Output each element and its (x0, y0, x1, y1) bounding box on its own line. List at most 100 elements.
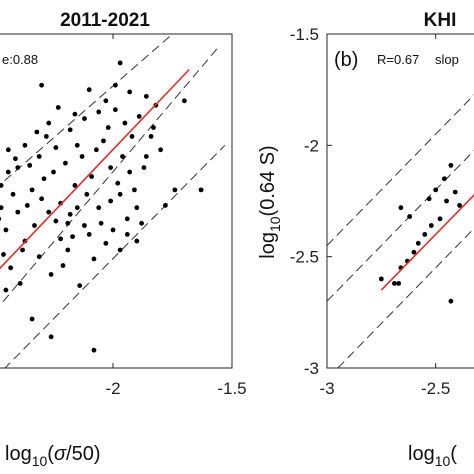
data-point-a-62 (86, 87, 92, 93)
data-point-a-82 (5, 147, 11, 153)
data-point-b-5 (411, 249, 417, 255)
data-point-a-79 (124, 232, 130, 237)
fit-line-b (380, 193, 474, 291)
data-point-a-76 (96, 205, 102, 211)
data-point-a-6 (58, 236, 64, 242)
x-tick-label-b-1: -3 (319, 379, 334, 398)
reference-line-b-2 (337, 227, 474, 368)
data-point-a-58 (143, 93, 149, 99)
data-point-a-51 (129, 134, 135, 139)
annotation-r-b: R=0.67 (377, 52, 419, 67)
reference-line-a-3 (4, 144, 226, 368)
data-point-a-7 (65, 247, 71, 253)
data-point-a-89 (86, 232, 92, 237)
data-point-a-37 (110, 227, 116, 233)
data-point-a-67 (22, 142, 28, 148)
data-point-a-72 (36, 254, 42, 260)
data-point-a-2 (8, 265, 14, 271)
data-point-b-16 (448, 162, 454, 168)
scatter-panel-a: 2011-2021 e:0.88 -2 -1.5 log10(σ/50) (0, 10, 247, 469)
data-point-a-21 (79, 154, 85, 159)
annotation-slope-b: slop (435, 52, 459, 67)
data-points-a (0, 60, 204, 353)
data-point-a-93 (198, 187, 204, 193)
data-points-b (378, 162, 462, 304)
data-point-a-91 (29, 316, 35, 322)
x-tick-label-a-2: -1.5 (217, 379, 246, 398)
y-tick-label-b-3: -2.5 (290, 248, 319, 267)
data-point-a-56 (172, 187, 178, 193)
y-tick-label-b-2: -2 (304, 136, 319, 155)
data-point-a-53 (151, 125, 156, 130)
y-tick-label-b-4: -3 (304, 359, 319, 378)
data-point-a-55 (162, 203, 168, 208)
data-point-a-73 (53, 218, 59, 224)
data-point-a-9 (0, 216, 2, 221)
data-point-a-45 (74, 142, 80, 148)
data-point-a-12 (24, 203, 30, 208)
x-axis-label-b: log10( (408, 443, 457, 469)
data-point-a-19 (84, 191, 90, 197)
data-point-a-70 (0, 183, 4, 188)
data-point-a-100 (141, 165, 147, 171)
data-point-a-29 (139, 220, 144, 226)
data-point-a-87 (65, 220, 71, 226)
data-point-a-97 (91, 347, 97, 353)
scatter-panel-b: KHI (b) R=0.67 slop -3 -2.5 -1.5 -2 -2.5-3 … (257, 10, 474, 469)
chart-title-b: KHI (424, 10, 457, 31)
data-point-b-19 (396, 280, 402, 286)
data-point-a-96 (39, 82, 44, 88)
data-point-a-85 (46, 209, 52, 215)
data-point-a-74 (67, 211, 73, 217)
data-point-a-11 (15, 209, 21, 215)
annotation-slope-a: e:0.88 (2, 52, 38, 67)
data-point-b-14 (426, 196, 432, 202)
data-point-a-99 (15, 165, 21, 171)
chart-title-a: 2011-2021 (60, 10, 150, 31)
data-point-a-83 (27, 162, 33, 168)
data-point-a-54 (158, 147, 164, 153)
data-point-a-78 (117, 191, 123, 197)
data-point-a-39 (124, 216, 130, 222)
data-point-a-32 (48, 272, 54, 277)
panel-label-b: (b) (334, 49, 358, 71)
data-point-a-94 (182, 98, 187, 104)
data-point-a-10 (3, 227, 9, 233)
data-point-a-41 (36, 154, 42, 159)
data-point-a-68 (13, 156, 18, 162)
data-point-a-14 (29, 187, 35, 193)
data-point-a-26 (120, 154, 125, 159)
data-point-a-61 (103, 98, 109, 104)
data-point-a-4 (32, 223, 37, 228)
data-point-a-90 (98, 220, 104, 226)
data-point-a-48 (105, 125, 111, 130)
data-point-b-18 (457, 203, 462, 208)
data-point-a-16 (51, 169, 56, 175)
data-point-a-59 (127, 89, 133, 95)
data-point-a-22 (93, 147, 99, 153)
data-point-a-84 (39, 196, 44, 202)
data-point-b-9 (433, 187, 439, 193)
data-point-b-7 (422, 232, 428, 237)
data-point-a-18 (72, 183, 78, 188)
data-point-a-63 (72, 111, 78, 117)
y-tick-label-b-1: -1.5 (290, 25, 319, 44)
data-point-a-25 (115, 180, 121, 186)
data-point-a-50 (122, 120, 128, 126)
reference-lines-b (327, 94, 474, 368)
data-point-a-49 (112, 107, 118, 113)
data-point-a-28 (134, 205, 140, 211)
data-point-a-31 (148, 134, 154, 139)
data-point-b-1 (378, 276, 384, 282)
data-point-a-77 (108, 198, 114, 204)
reference-line-a-2 (0, 44, 221, 307)
data-point-a-40 (132, 187, 137, 193)
data-point-a-5 (17, 280, 23, 286)
data-point-a-42 (43, 134, 49, 139)
data-point-a-88 (74, 205, 80, 211)
data-point-a-75 (82, 223, 87, 228)
data-point-a-24 (108, 165, 114, 171)
data-point-a-1 (1, 252, 6, 257)
data-point-a-65 (46, 120, 52, 126)
